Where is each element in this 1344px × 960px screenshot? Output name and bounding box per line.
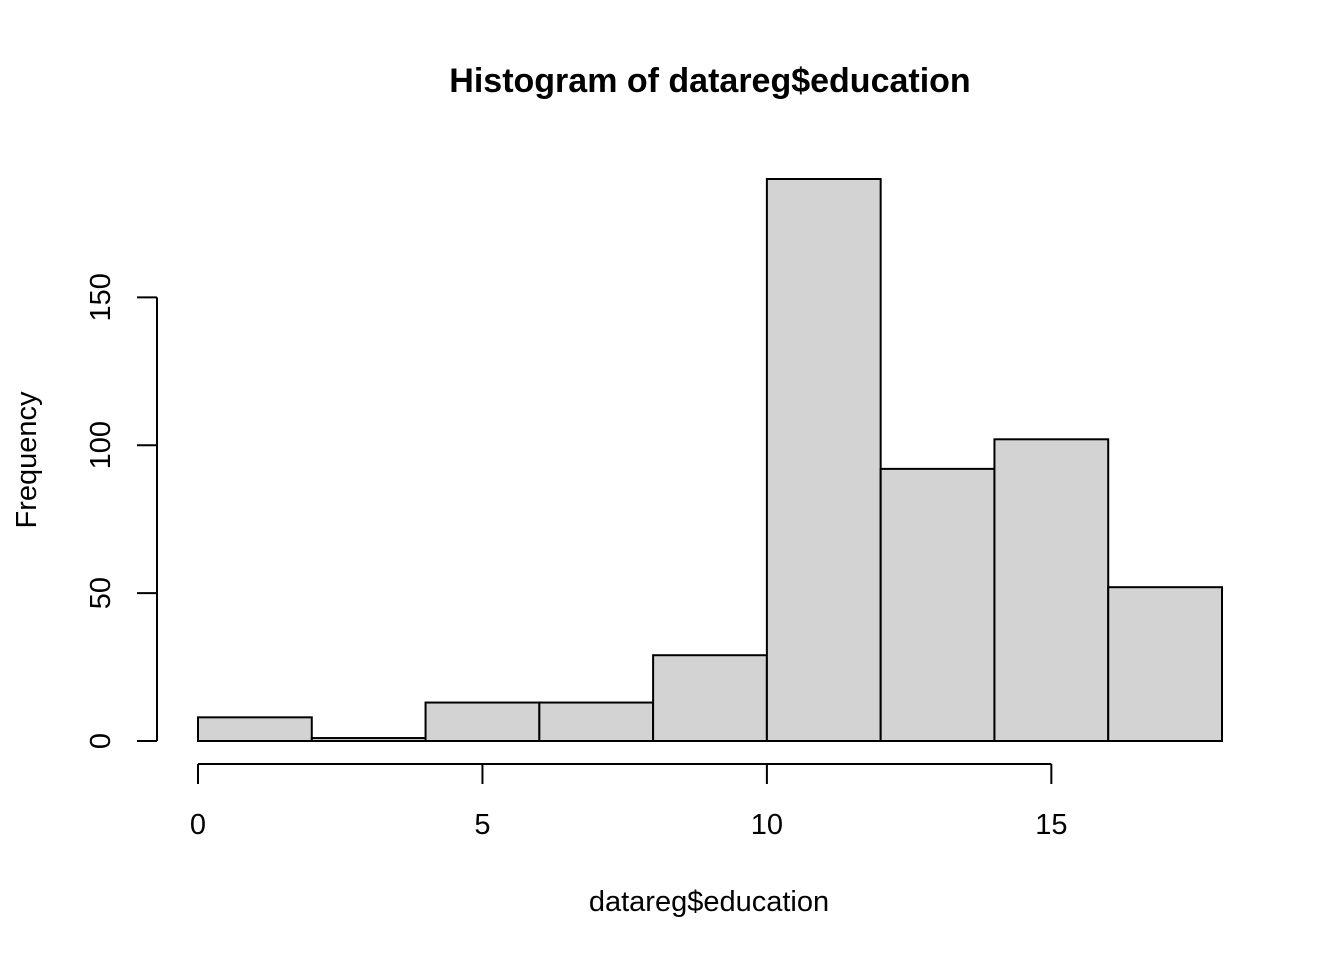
x-axis-label: datareg$education: [589, 886, 829, 918]
y-tick-label: 50: [85, 577, 117, 609]
y-tick-label: 100: [85, 421, 117, 469]
x-tick-label: 5: [474, 809, 490, 841]
histogram-bar: [310, 737, 427, 743]
y-axis-label: Frequency: [11, 391, 43, 529]
x-tick-label: 0: [190, 809, 206, 841]
histogram-bar: [765, 178, 882, 742]
histogram-bar: [538, 701, 655, 742]
histogram-bar: [652, 654, 768, 743]
histogram-bar: [197, 716, 313, 743]
y-tick-label: 0: [85, 733, 117, 749]
x-axis-ticks: 0 5 10 15: [190, 764, 1067, 841]
x-tick-label: 15: [1035, 809, 1067, 841]
bars-group: [197, 178, 1223, 743]
y-axis-ticks: 0 50 100 150: [85, 273, 157, 749]
histogram-bar: [993, 438, 1110, 742]
histogram-bar: [424, 701, 541, 742]
x-tick-label: 10: [751, 809, 783, 841]
y-tick-label: 150: [85, 273, 117, 321]
chart-title: Histogram of datareg$education: [449, 62, 970, 100]
histogram-bar: [879, 467, 996, 742]
histogram-bar: [1107, 586, 1223, 742]
